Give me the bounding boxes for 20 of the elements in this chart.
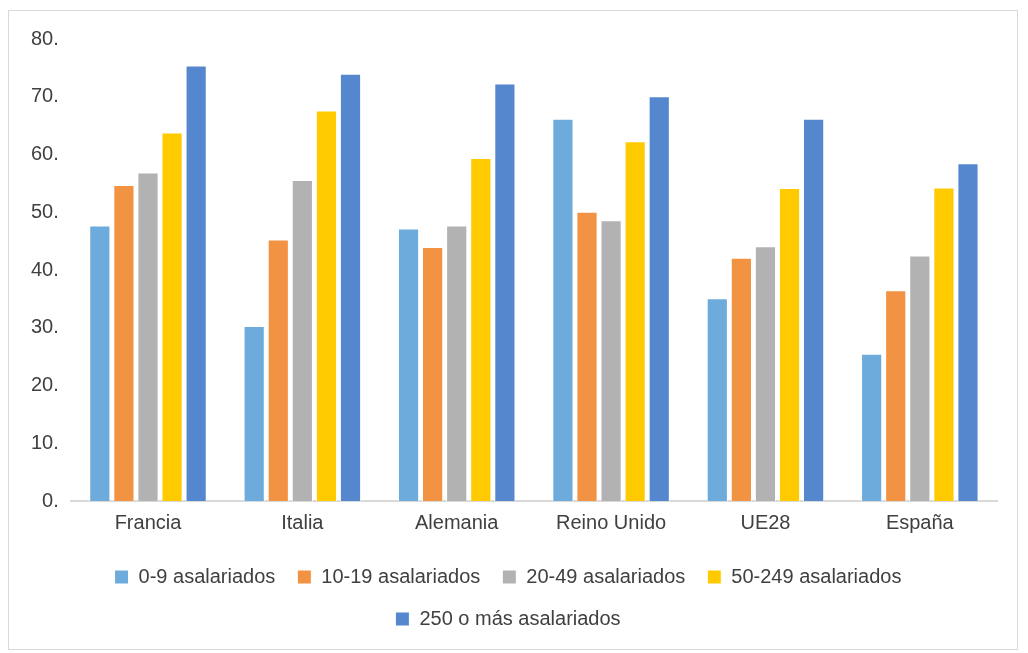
y-tick-label: 40. [30, 257, 59, 280]
legend-label: 50-249 asalariados [731, 564, 902, 587]
y-tick-label: 70. [30, 84, 59, 107]
x-tick-label: Italia [281, 510, 325, 533]
legend-label: 10-19 asalariados [321, 564, 481, 587]
y-tick-label: 50. [30, 199, 59, 222]
y-tick-label: 60. [30, 142, 59, 165]
legend-label: 20-49 asalariados [526, 564, 686, 587]
legend-label: 0-9 asalariados [138, 564, 276, 587]
y-tick-label: 20. [30, 373, 59, 396]
x-tick-label: Alemania [415, 510, 500, 533]
y-tick-label: 0. [42, 488, 59, 511]
x-tick-label: Reino Unido [556, 510, 667, 533]
x-tick-label: UE28 [740, 510, 791, 533]
y-tick-label: 80. [30, 26, 59, 49]
x-tick-label: España [885, 510, 955, 533]
legend-label: 250 o más asalariados [419, 606, 621, 629]
x-tick-label: Francia [114, 510, 183, 533]
y-tick-label: 30. [30, 315, 59, 338]
y-tick-label: 10. [30, 430, 59, 453]
